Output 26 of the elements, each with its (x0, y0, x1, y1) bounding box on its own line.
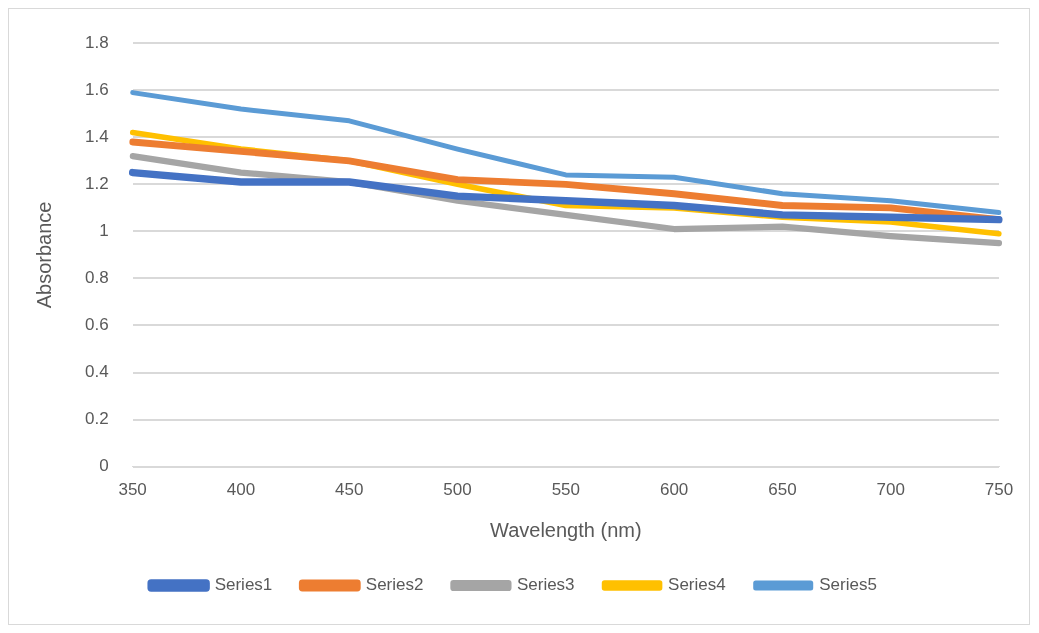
x-tick-label: 450 (335, 480, 364, 500)
legend-label: Series4 (668, 575, 726, 595)
x-tick-label: 600 (659, 480, 689, 500)
x-tick-label: 500 (443, 480, 472, 500)
x-axis-title: Wavelength (nm) (490, 518, 642, 541)
legend-label: Series5 (819, 575, 877, 595)
y-tick-label: 1.4 (84, 126, 109, 146)
y-tick-label: 0.4 (84, 362, 109, 382)
legend-label: Series1 (214, 575, 273, 595)
x-tick-label: 650 (768, 480, 797, 500)
legend-label: Series3 (516, 575, 575, 595)
x-tick-label: 750 (984, 480, 1014, 500)
y-tick-label: 1 (99, 221, 109, 241)
legend-label: Series2 (365, 575, 424, 595)
y-tick-label: 1.2 (84, 174, 109, 194)
y-tick-label: 0 (99, 456, 109, 476)
y-tick-label: 1.6 (84, 79, 109, 99)
y-tick-label: 0.8 (84, 268, 109, 288)
x-tick-label: 350 (118, 480, 147, 500)
x-tick-label: 700 (876, 480, 905, 500)
x-tick-label: 400 (226, 480, 256, 500)
y-tick-label: 1.8 (84, 32, 109, 52)
y-tick-label: 0.2 (84, 409, 109, 429)
y-tick-label: 0.6 (84, 315, 109, 335)
x-tick-label: 550 (551, 480, 580, 500)
y-axis-title: Absorbance (32, 201, 55, 309)
